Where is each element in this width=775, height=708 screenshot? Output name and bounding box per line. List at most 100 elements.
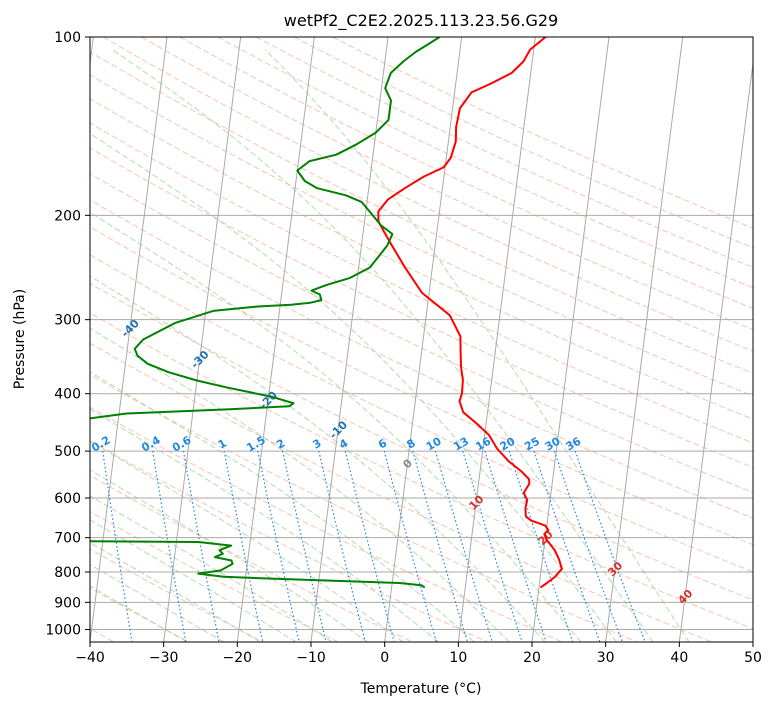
isotherm-line <box>236 37 315 642</box>
moist-adiabat-line <box>90 440 404 642</box>
moist-adiabat-line <box>90 408 439 642</box>
isotherm-line <box>457 37 536 642</box>
mixing-ratio-label: 2 <box>274 437 287 452</box>
mixing-ratio-line <box>182 450 220 642</box>
dry-adiabat-line <box>90 342 712 642</box>
profile-series <box>90 37 563 589</box>
x-tick-label: 10 <box>449 650 467 666</box>
moist-adiabat-line <box>90 541 261 642</box>
moist-adiabat-line <box>90 585 188 642</box>
x-tick-label: 50 <box>744 650 762 666</box>
x-axis-ticks: −40 −30 −20 −10 0 10 20 30 40 50 <box>75 642 762 666</box>
x-tick-label: 30 <box>597 650 615 666</box>
mixing-ratio-line <box>484 450 547 642</box>
x-tick-label: 20 <box>523 650 541 666</box>
dry-adiabat-line <box>217 37 753 289</box>
mixing-ratio-line <box>344 450 395 642</box>
isotherm-label: -10 <box>327 418 350 441</box>
moist-adiabat-line <box>90 327 510 642</box>
y-tick-label: 1000 <box>45 622 81 638</box>
dry-adiabat-line <box>90 173 753 494</box>
x-tick-label: −40 <box>75 650 105 666</box>
mixing-ratio-line <box>318 450 366 642</box>
y-tick-label: 600 <box>54 491 81 507</box>
dry-adiabat-line <box>90 74 753 397</box>
mixing-ratio-line <box>223 450 264 642</box>
isotherm-line <box>310 37 389 642</box>
isotherm-line <box>752 638 753 642</box>
isotherm-line <box>90 37 168 642</box>
mixing-ratio-line <box>383 450 437 642</box>
moist-adiabat-line <box>90 563 225 642</box>
moist-adiabat-line <box>90 371 475 642</box>
mixing-ratio-line <box>508 450 574 642</box>
dry-adiabat-line <box>293 37 753 249</box>
dry-adiabat-line <box>90 587 190 642</box>
moist-adiabat-line <box>90 469 368 642</box>
isotherm-line <box>678 59 753 642</box>
y-tick-label: 700 <box>54 531 81 547</box>
dry-adiabat-line <box>90 226 753 546</box>
y-axis-title: Pressure (hPa) <box>12 289 28 389</box>
dry-adiabat-line <box>90 254 753 573</box>
mixing-ratio-line <box>574 450 646 642</box>
plot-frame <box>89 36 754 643</box>
dewpoint-profile-line <box>90 37 441 589</box>
moist-adiabat-line <box>111 49 654 642</box>
moist-adiabat-line <box>90 133 618 642</box>
dry-adiabat-line <box>90 147 753 469</box>
isotherm-line <box>605 37 684 642</box>
isotherm-label: -50 <box>50 281 73 304</box>
mixing-ratio-line <box>152 451 187 642</box>
mixing-ratio-line <box>412 450 469 642</box>
isotherm-label: 10 <box>466 492 486 512</box>
mixing-ratio-line <box>282 450 327 642</box>
mixing-ratio-label: 6 <box>376 436 389 451</box>
isotherm-line <box>531 37 610 642</box>
mixing-ratio-line <box>533 450 601 642</box>
moist-adiabat-line <box>264 49 690 642</box>
temperature-profile-line <box>377 37 563 589</box>
y-tick-label: 100 <box>54 30 81 46</box>
dry-adiabat-line <box>141 37 753 331</box>
isotherm-label: 30 <box>605 559 625 579</box>
dry-adiabat-line <box>332 37 753 229</box>
y-axis-ticks: 100 200 300 400 500 600 700 800 900 1000 <box>45 30 90 638</box>
y-tick-label: 800 <box>54 565 81 581</box>
isotherm-label: 40 <box>675 587 695 607</box>
x-tick-label: −20 <box>223 650 253 666</box>
mixing-ratio-line <box>462 450 523 642</box>
y-tick-label: 500 <box>54 444 81 460</box>
y-tick-label: 400 <box>54 387 81 403</box>
moist-adiabat-line <box>90 211 582 642</box>
moist-adiabat-line <box>90 275 546 642</box>
isotherm-line <box>384 37 463 642</box>
dry-adiabat-line <box>90 51 753 374</box>
mixing-ratio-line <box>434 450 493 642</box>
y-tick-label: 200 <box>54 208 81 224</box>
mixing-ratio-line <box>257 450 300 642</box>
y-tick-label: 300 <box>54 313 81 329</box>
dry-adiabat-line <box>90 98 753 420</box>
dry-adiabat-line <box>179 37 753 309</box>
mixing-ratio-label: 4 <box>337 436 350 451</box>
isotherm-label: -60 <box>0 245 4 268</box>
dry-adiabat-line <box>90 406 563 642</box>
y-tick-label: 900 <box>54 595 81 611</box>
dry-adiabat-line <box>90 282 753 601</box>
x-tick-label: 0 <box>380 650 389 666</box>
dry-adiabat-line <box>90 122 753 444</box>
isotherm-label: -30 <box>188 348 211 371</box>
mixing-ratio-line <box>553 450 623 642</box>
x-tick-label: −30 <box>149 650 179 666</box>
dry-adiabat-line <box>90 312 753 630</box>
dry-adiabat-line <box>103 37 753 352</box>
background-lines <box>90 37 753 642</box>
dry-adiabat-line <box>90 199 753 519</box>
x-tick-label: −10 <box>296 650 326 666</box>
dry-adiabat-line <box>255 37 753 269</box>
chart-title: wetPf2_C2E2.2025.113.23.56.G29 <box>284 11 558 31</box>
mixing-ratio-line <box>102 451 133 642</box>
x-axis-title: Temperature (°C) <box>360 681 482 697</box>
